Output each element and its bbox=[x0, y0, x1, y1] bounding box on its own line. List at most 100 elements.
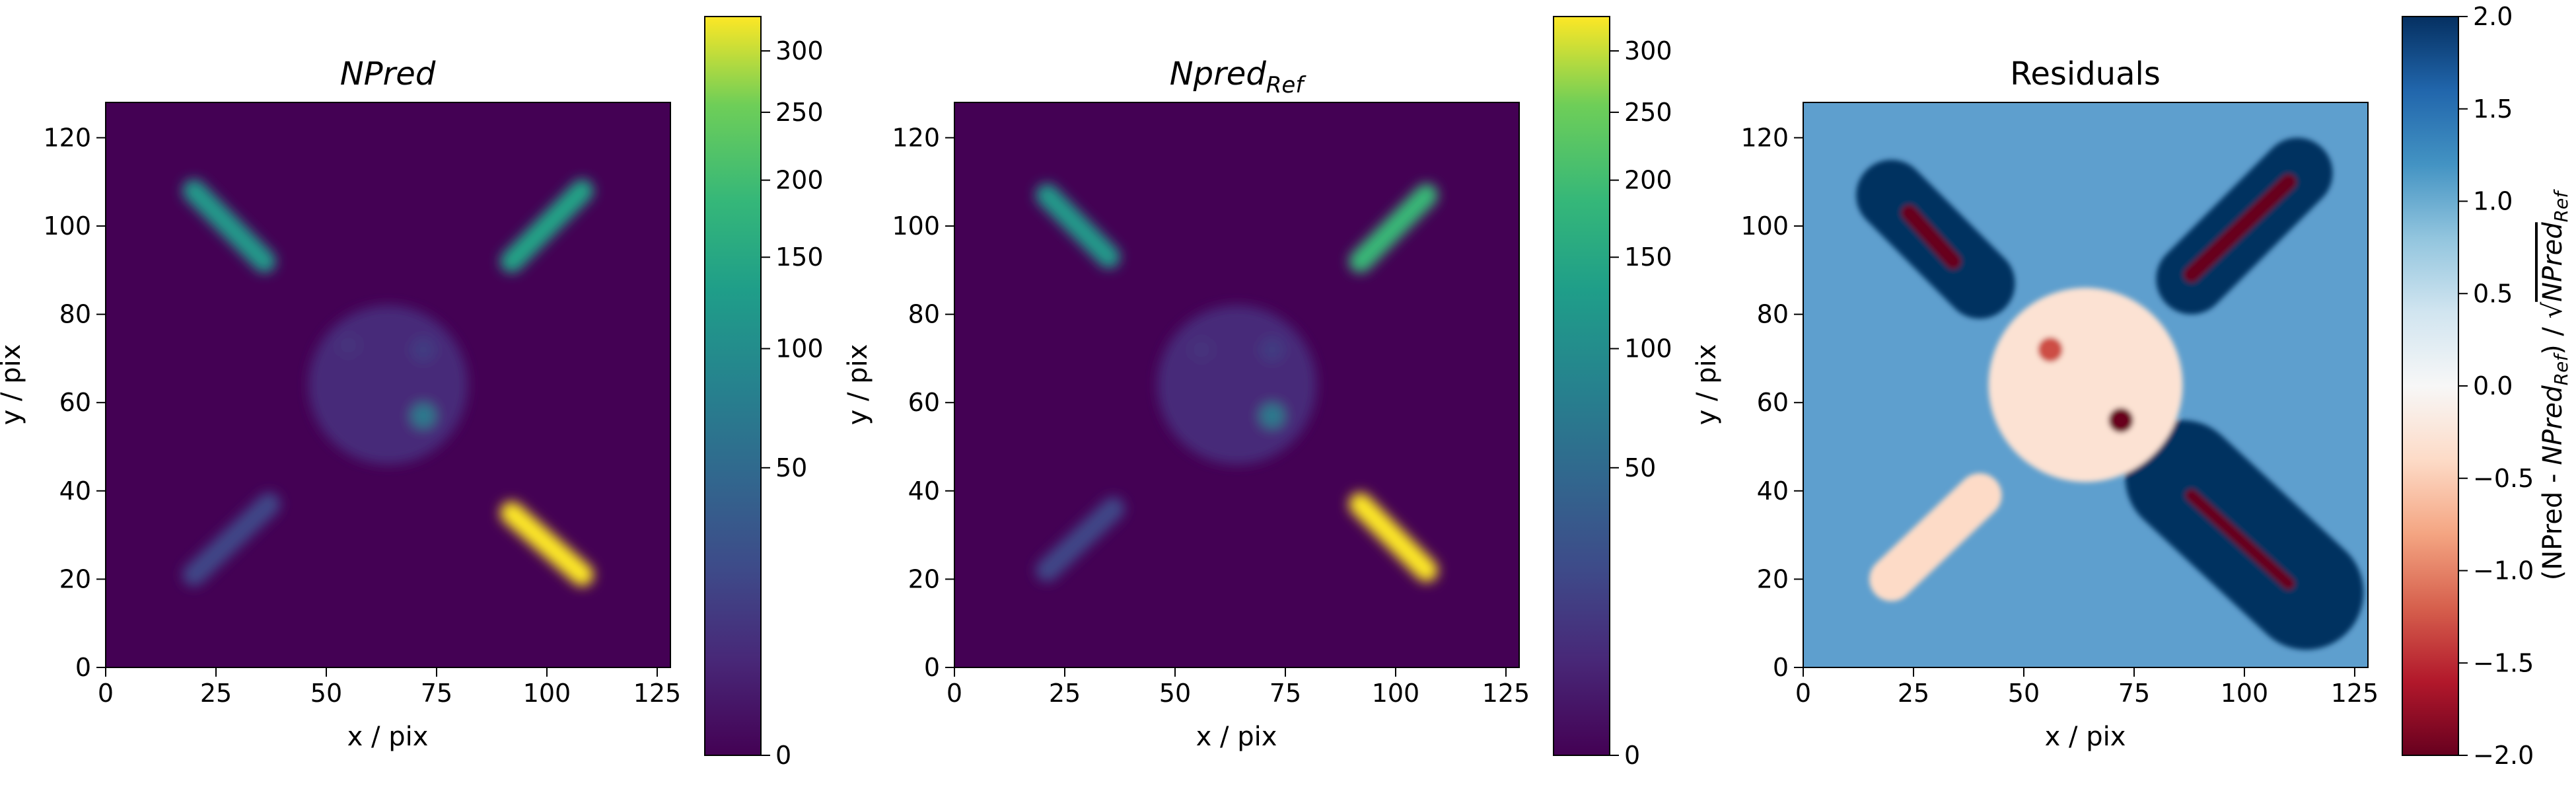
colorbar-ticks: −2.0 −1.5 −1.0 −0.5 0.0 0.5 1.0 1.5 2.0 bbox=[2458, 2, 2534, 770]
heatmap-features bbox=[1856, 137, 2364, 650]
feature-bar bbox=[1035, 497, 1125, 582]
chart-title: NPred bbox=[340, 56, 436, 93]
colorbar-tick-label: 1.0 bbox=[2473, 187, 2513, 216]
chart-title: Residuals bbox=[2010, 56, 2161, 93]
y-tick-label: 60 bbox=[59, 388, 91, 417]
colorbar bbox=[704, 16, 762, 756]
x-tick-label: 0 bbox=[98, 679, 114, 708]
colorbar-tick-label: 300 bbox=[1624, 36, 1672, 65]
y-tick-label: 100 bbox=[892, 211, 940, 241]
feature-spot bbox=[411, 403, 436, 428]
y-tick-label: 20 bbox=[59, 564, 91, 593]
plot-frame bbox=[1803, 102, 2369, 668]
feature-spot bbox=[1260, 403, 1285, 428]
colorbar bbox=[2402, 16, 2459, 756]
feature-bar bbox=[182, 179, 276, 273]
y-tick-label: 100 bbox=[43, 211, 91, 241]
y-tick-label: 120 bbox=[1740, 123, 1789, 152]
colorbar-tick-label: 2.0 bbox=[2473, 2, 2513, 31]
feature-spot bbox=[411, 337, 436, 362]
x-tick-label: 50 bbox=[2008, 679, 2040, 708]
colorbar-tick-label: 50 bbox=[775, 453, 807, 482]
x-tick-label: 100 bbox=[2221, 679, 2269, 708]
heatmap-features bbox=[1035, 183, 1439, 582]
y-axis-label: y / pix bbox=[1692, 344, 1722, 426]
colorbar-label-wrap: (NPred - NPredRef) / √NPredRef bbox=[2538, 189, 2572, 581]
y-tick-label: 40 bbox=[908, 476, 940, 506]
cbar-label-sub: Ref bbox=[2550, 352, 2572, 386]
y-tick-label: 20 bbox=[908, 564, 940, 593]
feature-bar bbox=[1901, 204, 1962, 270]
colorbar-tick-label: −1.5 bbox=[2473, 648, 2534, 677]
colorbar-tick-label: 300 bbox=[775, 36, 824, 65]
x-tick-label: 75 bbox=[421, 679, 452, 708]
x-tick-label: 25 bbox=[200, 679, 232, 708]
colorbar-tick-label: 0.5 bbox=[2473, 279, 2513, 308]
colorbar-tick-label: 200 bbox=[1624, 166, 1672, 195]
x-tick-label: 125 bbox=[2331, 679, 2379, 708]
y-tick-label: 120 bbox=[892, 123, 940, 152]
cbar-label-mid: ) / √ bbox=[2538, 301, 2568, 355]
colorbar-tick-label: 150 bbox=[1624, 243, 1672, 272]
feature-bar bbox=[2185, 489, 2295, 590]
x-tick-label: 100 bbox=[523, 679, 571, 708]
cbar-label-prefix: (NPred - bbox=[2538, 465, 2568, 580]
x-axis-label: x / pix bbox=[1196, 722, 1277, 752]
colorbar-tick-label: 250 bbox=[1624, 98, 1672, 127]
colorbar-tick-label: −2.0 bbox=[2473, 741, 2534, 770]
colorbar bbox=[1553, 16, 1610, 756]
feature-spot bbox=[1260, 337, 1285, 362]
y-tick-label: 40 bbox=[1757, 476, 1789, 506]
y-tick-label: 0 bbox=[75, 653, 91, 682]
x-tick-label: 25 bbox=[1898, 679, 1929, 708]
panel-npred: NPred 0 25 50 75 100 125 0 20 40 60 80 100 120 x / p… bbox=[0, 16, 824, 770]
colorbar-tick-label: 0 bbox=[1624, 741, 1640, 770]
x-tick-label: 0 bbox=[1795, 679, 1811, 708]
colorbar-tick-label: −1.0 bbox=[2473, 556, 2534, 585]
feature-bar bbox=[500, 501, 594, 587]
panel-npred-ref: NpredRef 0 25 50 75 100 125 0 20 40 60 80 100 120 x … bbox=[843, 16, 1672, 770]
y-tick-label: 40 bbox=[59, 476, 91, 506]
feature-spot bbox=[1189, 337, 1214, 362]
feature-bar bbox=[1035, 183, 1121, 269]
feature-bar bbox=[500, 179, 594, 273]
colorbar-tick-label: 0 bbox=[775, 741, 791, 770]
x-tick-label: 25 bbox=[1049, 679, 1081, 708]
colorbar-tick-label: 0.0 bbox=[2473, 371, 2513, 400]
y-tick-label: 0 bbox=[1773, 653, 1789, 682]
y-tick-label: 20 bbox=[1757, 564, 1789, 593]
axes: 0 25 50 75 100 125 0 20 40 60 80 100 120 bbox=[892, 123, 1530, 708]
axes: 0 25 50 75 100 125 0 20 40 60 80 100 120 bbox=[43, 123, 681, 708]
feature-spot bbox=[336, 332, 361, 358]
feature-bar bbox=[1349, 492, 1439, 582]
colorbar-tick-label: 1.5 bbox=[2473, 94, 2513, 124]
colorbar-tick-label: 50 bbox=[1624, 453, 1656, 482]
x-tick-label: 50 bbox=[1159, 679, 1191, 708]
colorbar-tick-label: 200 bbox=[775, 166, 824, 195]
x-axis-label: x / pix bbox=[347, 722, 429, 752]
x-tick-label: 75 bbox=[2118, 679, 2150, 708]
cbar-label-npred-2: NPred bbox=[2538, 222, 2568, 302]
plot-frame bbox=[954, 102, 1520, 668]
feature-spot bbox=[2108, 408, 2133, 433]
feature-disk bbox=[1988, 287, 2183, 482]
y-tick-label: 80 bbox=[908, 300, 940, 329]
chart-title: NpredRef bbox=[1170, 56, 1307, 98]
x-tick-label: 125 bbox=[1482, 679, 1530, 708]
panel-residuals: Residuals 0 25 50 75 100 125 0 20 40 60 80 100 120 x… bbox=[1692, 2, 2572, 770]
feature-bar bbox=[1869, 473, 2002, 601]
feature-bar bbox=[2183, 174, 2297, 283]
colorbar-ticks: 0 50 100 150 200 250 300 bbox=[761, 36, 824, 770]
feature-disk bbox=[308, 305, 468, 465]
y-tick-label: 100 bbox=[1740, 211, 1789, 241]
axes: 0 25 50 75 100 125 0 20 40 60 80 100 120 bbox=[1740, 123, 2379, 708]
feature-disk bbox=[1157, 305, 1316, 465]
x-tick-label: 100 bbox=[1372, 679, 1420, 708]
y-tick-label: 0 bbox=[924, 653, 940, 682]
title-main: Npred bbox=[1170, 56, 1267, 93]
y-tick-label: 60 bbox=[908, 388, 940, 417]
heatmap-features bbox=[182, 179, 594, 587]
feature-bar bbox=[1349, 183, 1439, 273]
cbar-label-sub-2: Ref bbox=[2550, 189, 2572, 223]
